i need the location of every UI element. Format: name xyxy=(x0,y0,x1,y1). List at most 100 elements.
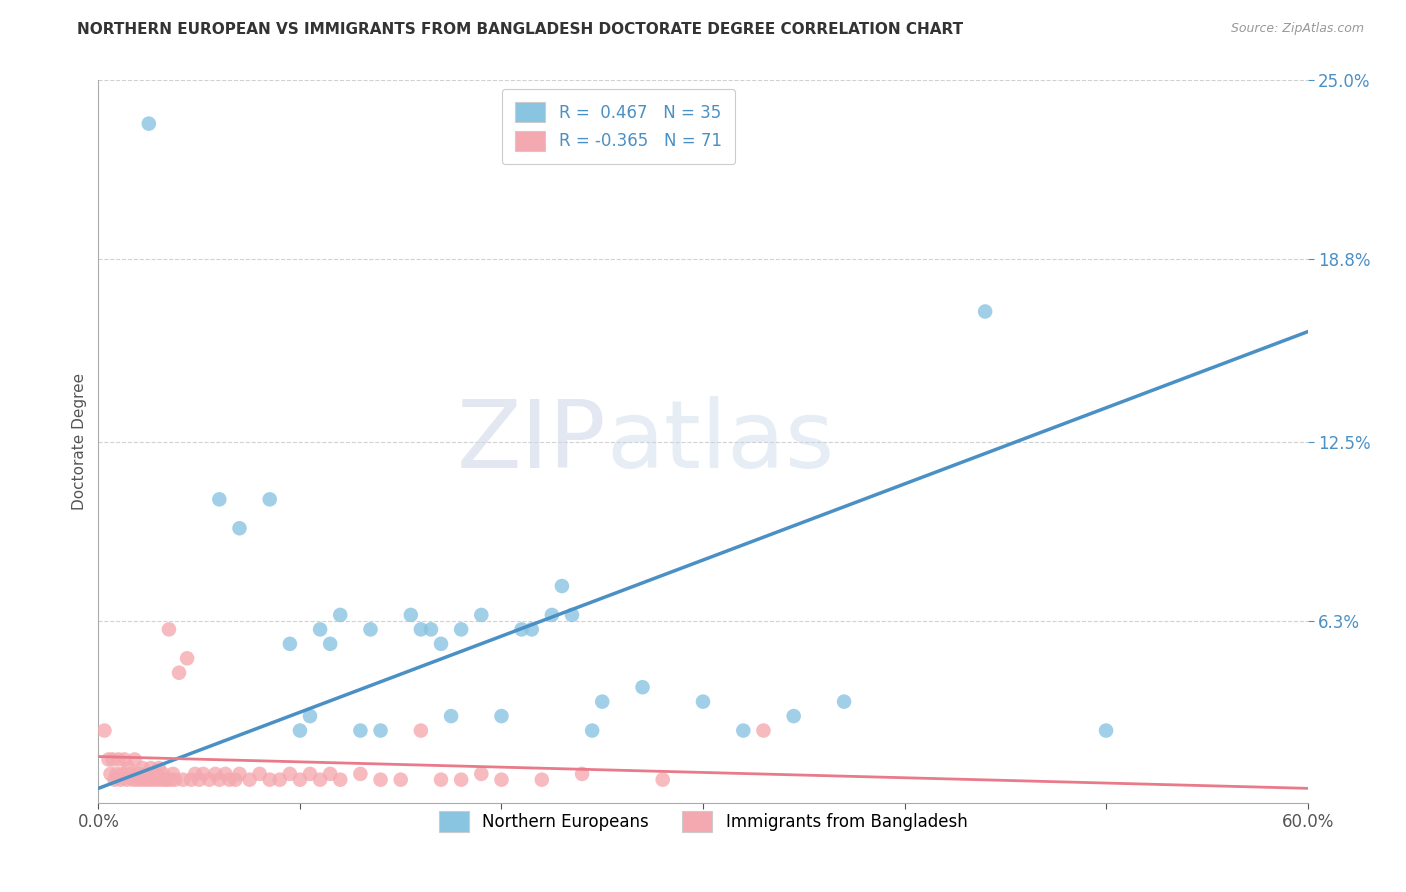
Point xyxy=(651,772,673,787)
Point xyxy=(409,723,432,738)
Point xyxy=(139,761,162,775)
Point xyxy=(118,761,141,775)
Point xyxy=(107,752,129,766)
Point xyxy=(370,772,392,787)
Point xyxy=(581,723,603,738)
Point xyxy=(832,695,855,709)
Point xyxy=(132,761,155,775)
Point xyxy=(239,772,262,787)
Point xyxy=(124,752,146,766)
Legend: Northern Europeans, Immigrants from Bangladesh: Northern Europeans, Immigrants from Bang… xyxy=(426,798,980,845)
Point xyxy=(180,772,202,787)
Point xyxy=(214,767,236,781)
Point xyxy=(309,772,332,787)
Point xyxy=(692,695,714,709)
Point xyxy=(111,767,134,781)
Point xyxy=(193,767,215,781)
Point xyxy=(110,772,132,787)
Point xyxy=(561,607,583,622)
Point xyxy=(138,117,160,131)
Point xyxy=(470,607,492,622)
Point xyxy=(129,772,152,787)
Point xyxy=(138,772,160,787)
Point xyxy=(135,767,157,781)
Point xyxy=(115,772,138,787)
Point xyxy=(450,772,472,787)
Y-axis label: Doctorate Degree: Doctorate Degree xyxy=(72,373,87,510)
Point xyxy=(103,772,125,787)
Point xyxy=(349,723,371,738)
Point xyxy=(167,665,190,680)
Point xyxy=(974,304,997,318)
Point xyxy=(309,623,332,637)
Point xyxy=(156,772,179,787)
Point xyxy=(100,767,122,781)
Point xyxy=(591,695,613,709)
Point xyxy=(228,767,250,781)
Point xyxy=(1095,723,1118,738)
Point xyxy=(551,579,574,593)
Point xyxy=(360,623,382,637)
Point xyxy=(160,772,183,787)
Point xyxy=(120,767,142,781)
Point xyxy=(420,623,443,637)
Point xyxy=(176,651,198,665)
Point xyxy=(188,772,211,787)
Point xyxy=(349,767,371,781)
Point xyxy=(218,772,240,787)
Point xyxy=(208,772,231,787)
Point xyxy=(101,752,124,766)
Point xyxy=(152,767,174,781)
Point xyxy=(148,761,170,775)
Point xyxy=(149,772,172,787)
Point xyxy=(430,772,453,787)
Text: atlas: atlas xyxy=(606,395,835,488)
Point xyxy=(491,772,513,787)
Point xyxy=(530,772,553,787)
Point xyxy=(440,709,463,723)
Text: NORTHERN EUROPEAN VS IMMIGRANTS FROM BANGLADESH DOCTORATE DEGREE CORRELATION CHA: NORTHERN EUROPEAN VS IMMIGRANTS FROM BAN… xyxy=(77,22,963,37)
Point xyxy=(208,492,231,507)
Point xyxy=(142,772,165,787)
Point xyxy=(409,623,432,637)
Point xyxy=(299,767,322,781)
Point xyxy=(259,492,281,507)
Point xyxy=(329,772,352,787)
Point xyxy=(93,723,115,738)
Point xyxy=(329,607,352,622)
Point xyxy=(204,767,226,781)
Point xyxy=(121,772,143,787)
Point xyxy=(259,772,281,787)
Point xyxy=(162,767,184,781)
Point xyxy=(143,767,166,781)
Point xyxy=(389,772,412,787)
Point xyxy=(470,767,492,781)
Point xyxy=(134,772,156,787)
Point xyxy=(97,752,120,766)
Point xyxy=(114,752,136,766)
Text: Source: ZipAtlas.com: Source: ZipAtlas.com xyxy=(1230,22,1364,36)
Point xyxy=(278,637,301,651)
Point xyxy=(228,521,250,535)
Point xyxy=(288,723,311,738)
Point xyxy=(157,623,180,637)
Text: ZIP: ZIP xyxy=(457,395,606,488)
Point xyxy=(105,767,128,781)
Point xyxy=(733,723,755,738)
Point xyxy=(198,772,221,787)
Point xyxy=(163,772,186,787)
Point xyxy=(288,772,311,787)
Point xyxy=(399,607,422,622)
Point xyxy=(172,772,194,787)
Point xyxy=(520,623,543,637)
Point xyxy=(430,637,453,651)
Point xyxy=(224,772,246,787)
Point xyxy=(249,767,271,781)
Point xyxy=(128,767,150,781)
Point xyxy=(571,767,593,781)
Point xyxy=(631,680,654,694)
Point xyxy=(278,767,301,781)
Point xyxy=(125,772,148,787)
Point xyxy=(299,709,322,723)
Point xyxy=(184,767,207,781)
